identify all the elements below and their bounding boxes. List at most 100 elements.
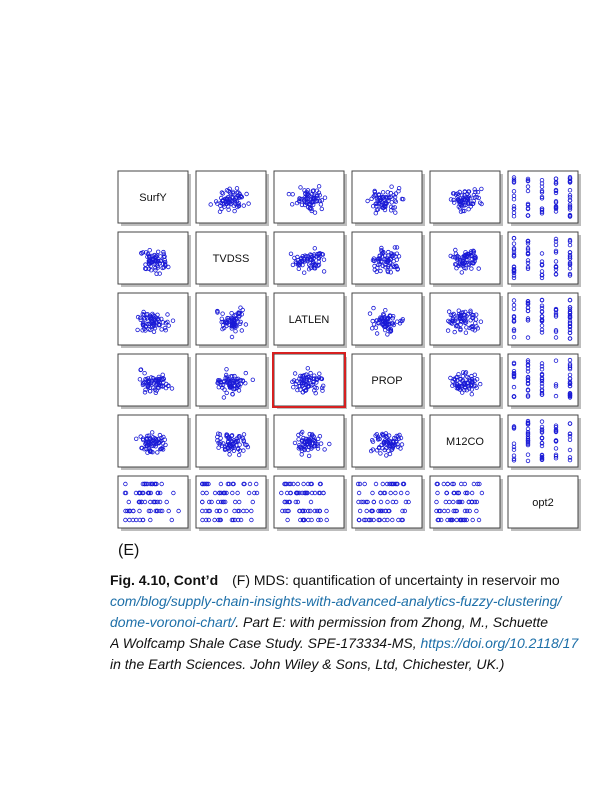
scatter-point bbox=[319, 198, 325, 203]
scatter-point bbox=[361, 499, 366, 505]
scatter-point bbox=[163, 259, 168, 265]
scatter-point bbox=[385, 316, 390, 322]
scatter-point bbox=[137, 508, 142, 514]
scatter-point bbox=[230, 377, 235, 383]
scatter-point bbox=[239, 194, 244, 200]
scatter-point bbox=[511, 273, 517, 278]
scatter-point bbox=[319, 385, 325, 390]
scatter-point bbox=[364, 499, 369, 505]
scatter-point bbox=[374, 196, 380, 201]
scatter-point bbox=[291, 481, 296, 487]
scatter-point bbox=[567, 336, 573, 341]
scatter-point bbox=[453, 251, 459, 256]
scatter-point bbox=[301, 435, 306, 441]
scatter-point bbox=[539, 251, 545, 256]
scatter-point bbox=[222, 499, 228, 505]
scatter-point bbox=[539, 319, 545, 324]
scatter-point bbox=[237, 321, 243, 326]
scatter-point bbox=[296, 437, 301, 442]
scatter-point bbox=[310, 382, 315, 387]
scatter-point bbox=[369, 508, 374, 514]
scatter-point bbox=[203, 517, 209, 523]
scatter-point bbox=[511, 334, 517, 340]
scatter-point bbox=[235, 490, 240, 496]
scatter-point bbox=[511, 235, 517, 241]
caption-link-blog[interactable]: com/blog/supply-chain-insights-with-adva… bbox=[110, 593, 558, 609]
scatter-point bbox=[471, 199, 476, 204]
scatter-point bbox=[301, 481, 306, 487]
scatter-point bbox=[511, 302, 517, 308]
scatter-point bbox=[140, 328, 145, 333]
scatter-point bbox=[213, 199, 219, 204]
scatter-point bbox=[147, 247, 152, 253]
scatter-point bbox=[396, 186, 402, 191]
scatter-point bbox=[470, 378, 475, 384]
scatter-point bbox=[388, 327, 394, 332]
scatter-point bbox=[146, 382, 151, 388]
scatter-point bbox=[301, 517, 307, 523]
scatter-point bbox=[383, 204, 388, 210]
scatter-point bbox=[466, 200, 471, 205]
scatter-point bbox=[472, 378, 477, 383]
scatter-point bbox=[553, 239, 559, 244]
scatter-point bbox=[232, 373, 237, 379]
scatter-point bbox=[305, 508, 311, 514]
scatter-point bbox=[240, 307, 245, 313]
scatter-point bbox=[166, 383, 171, 389]
caption-link-doi[interactable]: https://doi.org/10.2118/17 bbox=[420, 635, 579, 651]
scatter-point bbox=[539, 309, 545, 315]
scatter-point bbox=[456, 204, 461, 209]
scatter-point bbox=[468, 249, 474, 254]
scatter-point bbox=[157, 271, 162, 276]
scatter-point bbox=[553, 259, 559, 264]
scatter-point bbox=[475, 189, 481, 195]
scatter-point bbox=[463, 266, 468, 271]
scatter-point bbox=[157, 380, 163, 386]
scatter-point bbox=[539, 303, 545, 308]
scatter-point bbox=[215, 438, 220, 443]
scatter-point bbox=[382, 517, 387, 523]
scatter-point bbox=[384, 201, 389, 206]
scatter-point bbox=[300, 438, 305, 443]
scatter-point bbox=[390, 321, 395, 326]
scatter-point bbox=[232, 517, 238, 523]
scatter-point bbox=[142, 481, 147, 487]
scatter-points bbox=[434, 481, 485, 523]
scatter-point bbox=[310, 188, 315, 194]
scatter-point bbox=[439, 517, 444, 523]
scatter-point bbox=[156, 318, 161, 323]
scatter-points bbox=[369, 431, 405, 458]
scatter-point bbox=[304, 257, 310, 262]
scatter-point bbox=[394, 264, 399, 269]
scatter-point bbox=[216, 445, 221, 450]
scatter-point bbox=[215, 201, 220, 206]
scatter-point bbox=[400, 508, 405, 514]
scatter-point bbox=[525, 316, 531, 321]
scatter-points bbox=[448, 247, 481, 275]
scatter-point bbox=[236, 499, 242, 505]
scatter-point bbox=[233, 440, 238, 445]
scatter-point bbox=[376, 508, 381, 514]
caption-line-4: A Wolfcamp Shale Case Study. SPE-173334-… bbox=[110, 633, 599, 654]
scatter-point bbox=[138, 317, 143, 322]
scatter-point bbox=[227, 452, 232, 457]
scatter-point bbox=[539, 196, 545, 201]
scatter-point bbox=[511, 264, 517, 269]
scatter-point bbox=[216, 384, 221, 390]
scatter-point bbox=[383, 264, 388, 270]
caption-link-voronoi[interactable]: dome-voronoi-chart/ bbox=[110, 614, 236, 630]
scatter-point bbox=[539, 211, 545, 216]
scatter-point bbox=[369, 196, 374, 201]
scatter-point bbox=[376, 321, 381, 326]
scatter-point bbox=[553, 312, 559, 318]
scatter-point bbox=[148, 327, 153, 333]
scatter-point bbox=[525, 434, 531, 439]
scatter-point bbox=[308, 436, 313, 441]
caption-link-tail[interactable]: / bbox=[557, 593, 562, 609]
scatter-point bbox=[312, 508, 317, 514]
scatter-point bbox=[450, 383, 455, 388]
scatter-point bbox=[435, 490, 440, 496]
scatter-points bbox=[511, 297, 573, 341]
scatter-point bbox=[305, 447, 311, 453]
scatter-point bbox=[141, 381, 146, 386]
